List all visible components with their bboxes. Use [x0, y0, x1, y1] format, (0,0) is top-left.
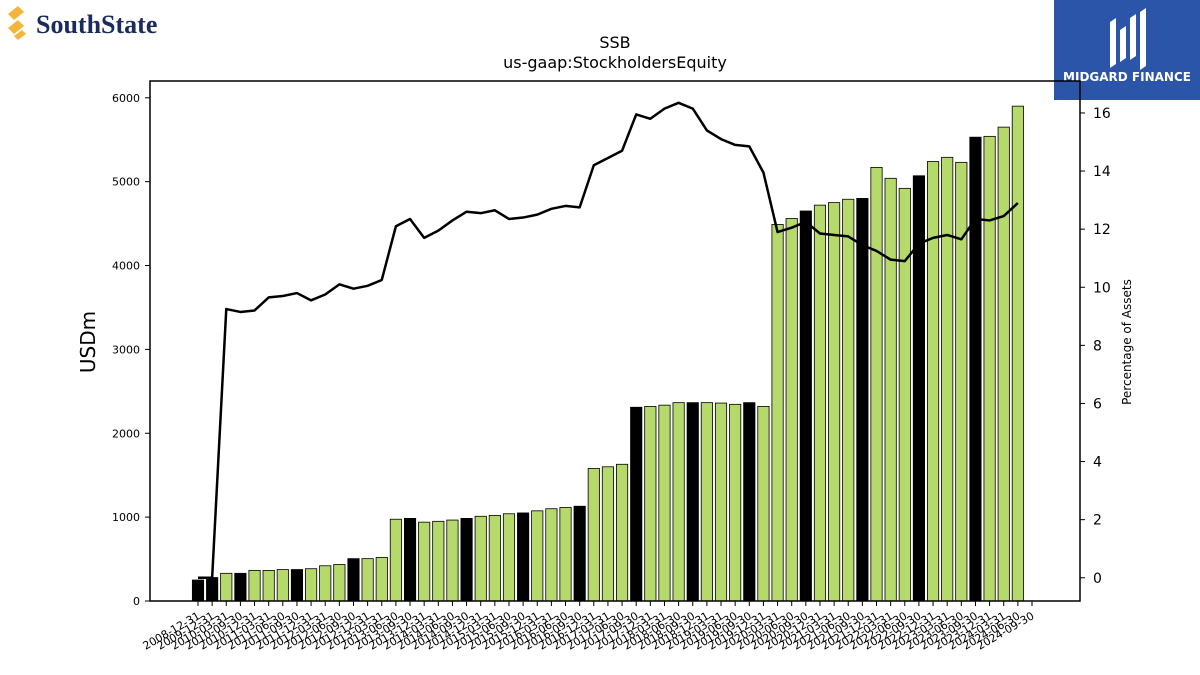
bar-2013-03-31	[375, 556, 388, 602]
bar-2012-09-30	[347, 558, 360, 602]
bar-2019-03-31	[714, 402, 728, 602]
bar-2017-06-30	[616, 463, 629, 602]
plot-frame	[149, 80, 1081, 602]
bar-2010-09-30	[234, 572, 247, 602]
bar-2021-03-31	[828, 202, 841, 602]
bar-2018-09-30	[686, 402, 699, 602]
bar-2018-12-31	[700, 402, 713, 602]
bar-2012-03-31	[319, 565, 332, 602]
y2-tick-label: 10	[1093, 280, 1111, 296]
bar-2020-06-30	[785, 218, 798, 602]
y-tick-label: 3000	[112, 343, 140, 356]
y-axis-label: USDm	[76, 311, 100, 373]
bar-2024-06-30	[1011, 105, 1024, 602]
bar-2019-12-31	[757, 406, 770, 602]
ratio-line-layer	[198, 101, 1019, 580]
bar-2023-03-31	[941, 156, 954, 602]
y2-tick-label: 6	[1093, 396, 1102, 412]
bar-2017-03-31	[601, 466, 614, 602]
bar-2022-12-31	[927, 161, 940, 602]
midgard-wordmark: MIDGARD FINANCE	[1063, 70, 1191, 84]
bar-2019-06-30	[729, 403, 742, 602]
y2-tick-label: 12	[1093, 222, 1111, 238]
bar-2022-06-30	[898, 187, 911, 602]
bar-2012-06-30	[333, 564, 346, 602]
y2-axis-label: Percentage of Assets	[1120, 279, 1134, 405]
y2-tick-label: 0	[1093, 571, 1102, 587]
bar-2019-09-30	[743, 402, 756, 602]
y-tick-label: 5000	[112, 176, 140, 189]
bar-2021-09-30	[856, 198, 869, 602]
logo-midgard-finance: MIDGARD FINANCE	[1054, 0, 1200, 100]
bar-2020-09-30	[799, 210, 812, 602]
bar-2011-03-31	[262, 569, 275, 602]
bar-2023-12-31	[983, 135, 996, 602]
y-tick-label: 1000	[112, 511, 140, 524]
midgard-mark-icon	[1110, 8, 1146, 70]
bar-2022-09-30	[912, 175, 925, 602]
bar-2013-12-31	[418, 521, 431, 602]
bar-2013-06-30	[389, 518, 402, 602]
bar-2011-09-30	[290, 569, 304, 602]
bar-2016-12-31	[587, 468, 600, 602]
bar-2013-09-30	[403, 517, 417, 602]
bar-2024-03-31	[997, 126, 1010, 602]
chart-subtitle: us-gaap:StockholdersEquity	[503, 53, 727, 72]
tick-layer: 0100020003000400050006000024681012141620…	[112, 92, 1111, 653]
y2-tick-label: 16	[1093, 106, 1111, 122]
bar-2014-06-30	[446, 519, 459, 602]
bar-2023-06-30	[955, 161, 968, 602]
bar-2023-09-30	[969, 136, 982, 602]
southstate-mark-icon	[8, 6, 26, 40]
bar-2017-09-30	[630, 406, 643, 602]
y2-tick-label: 4	[1093, 455, 1102, 471]
bar-2018-03-31	[658, 404, 671, 602]
bar-2010-03-31	[220, 572, 233, 602]
bar-2014-12-31	[474, 515, 487, 602]
bar-2011-12-31	[305, 568, 318, 602]
bar-2020-03-31	[771, 224, 784, 602]
bar-2018-06-30	[672, 402, 685, 602]
bar-2010-12-31	[248, 569, 261, 602]
y2-tick-label: 8	[1093, 338, 1102, 354]
bar-2022-03-31	[884, 177, 897, 602]
bar-2011-06-30	[276, 569, 289, 602]
y2-tick-label: 2	[1093, 513, 1102, 529]
ratio-line	[198, 101, 1019, 580]
y-tick-label: 4000	[112, 260, 140, 273]
bar-2014-09-30	[460, 517, 473, 602]
bar-2015-03-31	[488, 515, 501, 602]
bar-2016-09-30	[573, 505, 586, 602]
chart-title: SSB	[599, 33, 630, 52]
bar-2021-06-30	[842, 198, 855, 602]
bar-2008-12-31	[191, 579, 205, 602]
logo-southstate: SouthState	[4, 4, 184, 44]
y2-tick-label: 14	[1093, 164, 1111, 180]
bar-2020-12-31	[813, 204, 827, 602]
y-tick-label: 2000	[112, 427, 140, 440]
bar-2021-12-31	[870, 166, 883, 602]
bar-2014-03-31	[432, 520, 445, 602]
bar-2012-12-31	[361, 558, 374, 602]
bar-layer	[191, 105, 1024, 602]
southstate-wordmark: SouthState	[36, 10, 157, 39]
y-tick-label: 0	[133, 595, 140, 608]
bar-2015-06-30	[502, 513, 516, 602]
bar-2009-12-31	[206, 577, 219, 602]
bar-2015-12-31	[531, 510, 544, 602]
axes-layer	[149, 80, 1081, 602]
bar-2015-09-30	[517, 512, 530, 602]
bar-2016-06-30	[559, 507, 572, 602]
bar-2016-03-31	[545, 508, 558, 602]
bar-2017-12-31	[644, 406, 657, 602]
y-tick-label: 6000	[112, 92, 140, 105]
